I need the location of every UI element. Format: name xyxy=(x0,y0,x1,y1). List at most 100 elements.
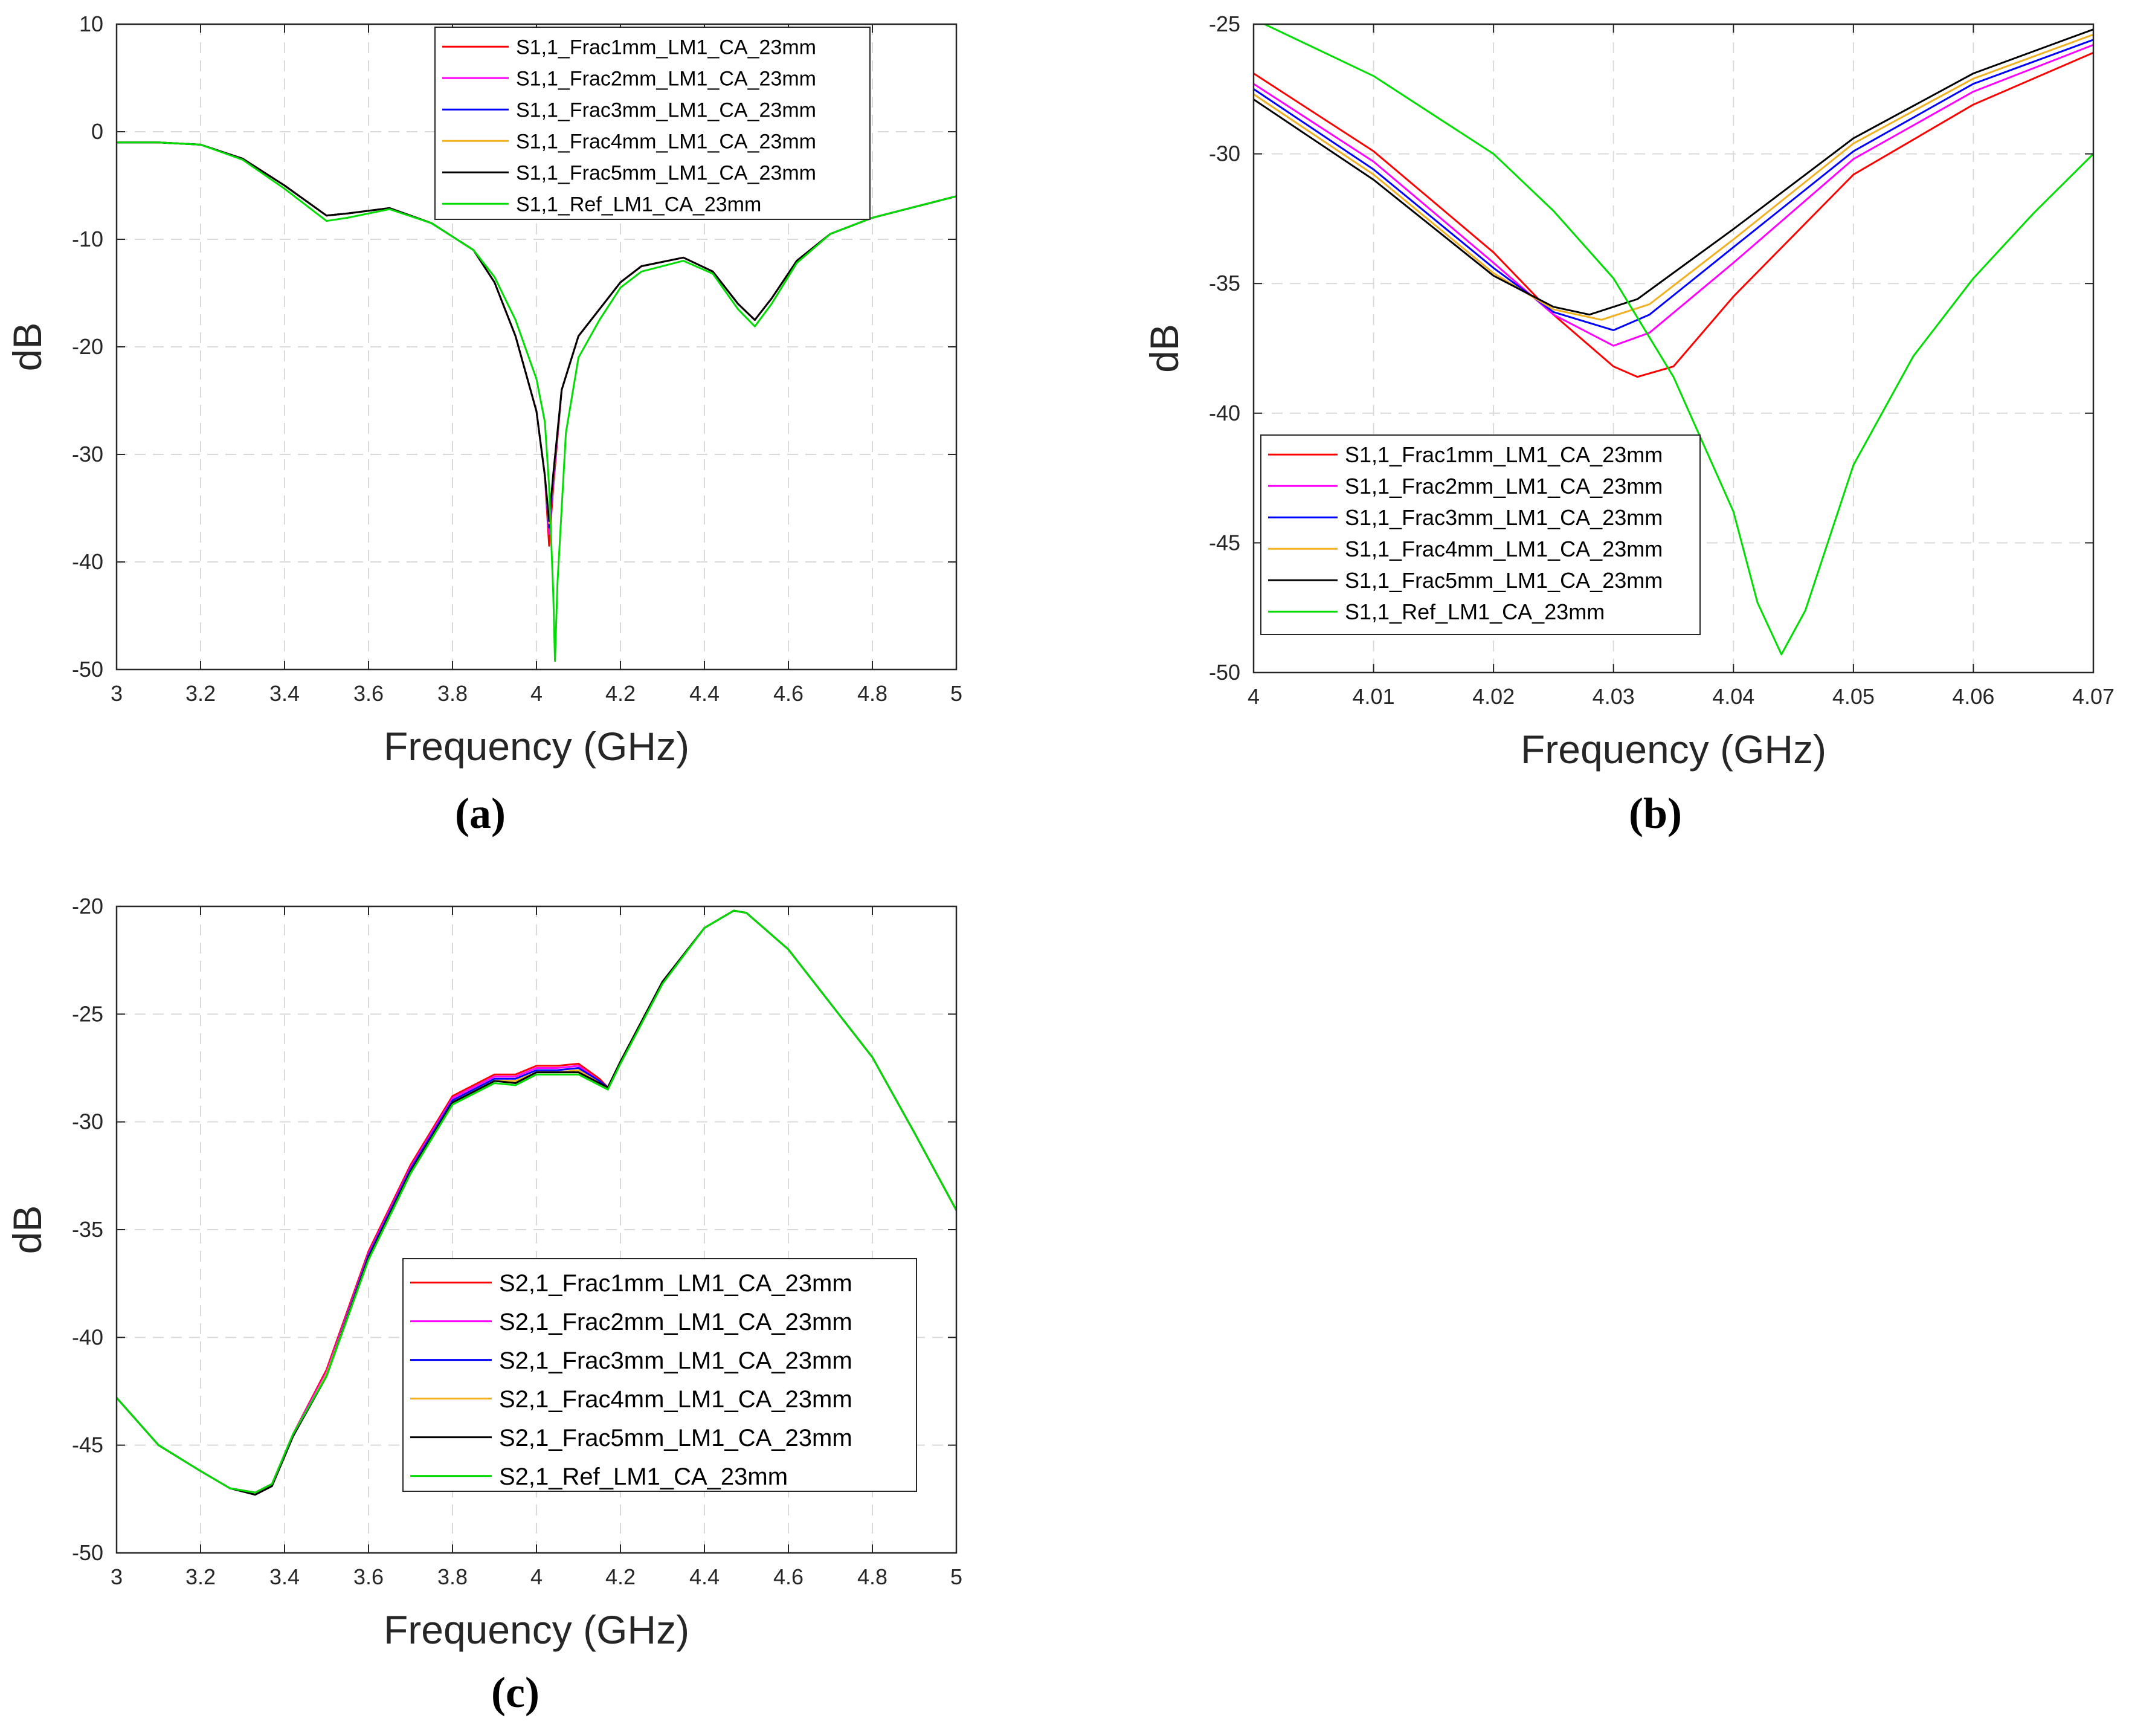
legend-label-4: S2,1_Frac4mm_LM1_CA_23mm xyxy=(499,1386,852,1413)
x-tick-label: 3.2 xyxy=(185,681,216,706)
y-axis-label: dB xyxy=(5,323,50,372)
chart-a: 3 3.2 3.4 3.6 3.8 4 4.2 4.4 4.6 4.8 5 10 0 -10 -20 -30 -… xyxy=(5,11,962,769)
x-tick-label: 5 xyxy=(950,1564,962,1589)
x-tick-label: 4.05 xyxy=(1832,684,1875,709)
y-tick-label: -50 xyxy=(72,1540,103,1565)
legend: S1,1_Frac1mm_LM1_CA_23mm S1,1_Frac2mm_LM1… xyxy=(1260,434,1701,635)
series-line-4 xyxy=(1254,33,2093,321)
x-tick-label: 3.2 xyxy=(185,1564,216,1589)
series-line-1 xyxy=(1254,51,2093,378)
y-tick-label: -20 xyxy=(72,894,103,918)
series-line-6 xyxy=(117,909,956,1494)
legend-label-2: S1,1_Frac2mm_LM1_CA_23mm xyxy=(1345,474,1663,499)
legend-label-1: S1,1_Frac1mm_LM1_CA_23mm xyxy=(1345,442,1663,467)
y-tick-label: -40 xyxy=(72,549,103,574)
x-tick-label: 3.8 xyxy=(437,681,468,706)
x-tick-label: 4.8 xyxy=(857,1564,887,1589)
y-tick-label: -40 xyxy=(72,1325,103,1349)
series-group xyxy=(1254,24,2093,656)
series-group xyxy=(117,909,956,1496)
x-axis-label: Frequency (GHz) xyxy=(1521,727,1826,772)
x-tick-label: 4.6 xyxy=(773,681,804,706)
legend-label-4: S1,1_Frac4mm_LM1_CA_23mm xyxy=(516,130,816,153)
legend-label-5: S1,1_Frac5mm_LM1_CA_23mm xyxy=(1345,568,1663,593)
x-tick-label: 5 xyxy=(950,681,962,706)
legend-label-3: S1,1_Frac3mm_LM1_CA_23mm xyxy=(1345,505,1663,530)
x-tick-label: 4.6 xyxy=(773,1564,804,1589)
legend-label-3: S2,1_Frac3mm_LM1_CA_23mm xyxy=(499,1347,852,1374)
y-axis-label: dB xyxy=(1142,324,1187,373)
x-tick-label: 4.03 xyxy=(1593,684,1635,709)
series-line-2 xyxy=(1254,44,2093,347)
legend-label-3: S1,1_Frac3mm_LM1_CA_23mm xyxy=(516,98,816,121)
series-line-5 xyxy=(117,141,956,522)
series-line-3 xyxy=(1254,39,2093,331)
y-tick-label: -50 xyxy=(1209,660,1240,685)
y-tick-label: -10 xyxy=(72,227,103,251)
x-tick-label: 4.02 xyxy=(1472,684,1515,709)
x-tick-label: 4.04 xyxy=(1712,684,1754,709)
y-tick-label: -20 xyxy=(72,334,103,359)
x-tick-label: 4.2 xyxy=(605,1564,636,1589)
x-tick-label: 4.2 xyxy=(605,681,636,706)
legend-label-2: S2,1_Frac2mm_LM1_CA_23mm xyxy=(499,1309,852,1335)
y-tick-label: -45 xyxy=(1209,530,1240,555)
x-tick-label: 4.06 xyxy=(1952,684,1994,709)
x-tick-label: 4 xyxy=(1248,684,1260,709)
x-tick-label: 3.4 xyxy=(269,681,300,706)
legend-label-5: S1,1_Frac5mm_LM1_CA_23mm xyxy=(516,161,816,184)
legend: S2,1_Frac1mm_LM1_CA_23mm S2,1_Frac2mm_LM1… xyxy=(402,1258,917,1492)
legend-label-6: S2,1_Ref_LM1_CA_23mm xyxy=(499,1463,788,1490)
y-tick-label: -30 xyxy=(72,442,103,466)
series-line-6 xyxy=(1262,24,2093,656)
legend-label-1: S1,1_Frac1mm_LM1_CA_23mm xyxy=(516,36,816,59)
x-tick-label: 4.4 xyxy=(689,681,720,706)
x-tick-label: 3.8 xyxy=(437,1564,468,1589)
caption-a: (a) xyxy=(455,789,506,837)
y-tick-label: -35 xyxy=(1209,271,1240,295)
legend-label-6: S1,1_Ref_LM1_CA_23mm xyxy=(1345,599,1605,624)
legend-label-6: S1,1_Ref_LM1_CA_23mm xyxy=(516,193,761,216)
x-tick-label: 4 xyxy=(530,1564,543,1589)
legend-label-5: S2,1_Frac5mm_LM1_CA_23mm xyxy=(499,1425,852,1451)
series-line-6 xyxy=(117,141,956,662)
chart-b: 4 4.01 4.02 4.03 4.04 4.05 4.06 4.07 -25 -30 -35 -4… xyxy=(1142,11,2115,772)
series-line-5 xyxy=(1254,28,2093,316)
caption-b: (b) xyxy=(1629,789,1682,837)
x-tick-label: 4.01 xyxy=(1353,684,1395,709)
y-tick-label: -25 xyxy=(72,1001,103,1026)
chart-c: 3 3.2 3.4 3.6 3.8 4 4.2 4.4 4.6 4.8 5 -20 -25 -30 -35 -… xyxy=(5,894,962,1652)
y-tick-label: -45 xyxy=(72,1433,103,1457)
legend-label-4: S1,1_Frac4mm_LM1_CA_23mm xyxy=(1345,537,1663,561)
x-axis-label: Frequency (GHz) xyxy=(384,1607,689,1652)
y-tick-label: -25 xyxy=(1209,11,1240,36)
legend-box xyxy=(1260,434,1701,635)
caption-c: (c) xyxy=(491,1668,539,1717)
x-tick-label: 3 xyxy=(111,681,123,706)
y-tick-label: 0 xyxy=(91,119,103,144)
x-tick-label: 4.4 xyxy=(689,1564,720,1589)
legend-label-2: S1,1_Frac2mm_LM1_CA_23mm xyxy=(516,67,816,90)
x-tick-label: 3.6 xyxy=(353,1564,384,1589)
x-tick-label: 3 xyxy=(111,1564,123,1589)
legend: S1,1_Frac1mm_LM1_CA_23mm S1,1_Frac2mm_LM1… xyxy=(434,27,871,220)
y-tick-label: -35 xyxy=(72,1217,103,1242)
x-tick-label: 3.4 xyxy=(269,1564,300,1589)
series-group xyxy=(117,141,956,662)
x-axis-label: Frequency (GHz) xyxy=(384,724,689,769)
y-tick-label: -30 xyxy=(72,1109,103,1134)
x-tick-label: 4 xyxy=(530,681,543,706)
x-tick-label: 4.8 xyxy=(857,681,887,706)
axes-box xyxy=(1252,23,2095,674)
x-tick-label: 4.07 xyxy=(2072,684,2115,709)
legend-box xyxy=(402,1258,917,1492)
y-tick-label: -40 xyxy=(1209,401,1240,425)
x-tick-label: 3.6 xyxy=(353,681,384,706)
y-axis-label: dB xyxy=(5,1205,50,1254)
y-tick-label: -30 xyxy=(1209,141,1240,166)
y-tick-label: 10 xyxy=(79,11,103,36)
legend-label-1: S2,1_Frac1mm_LM1_CA_23mm xyxy=(499,1270,852,1297)
legend-box xyxy=(434,27,871,220)
y-tick-label: -50 xyxy=(72,657,103,682)
